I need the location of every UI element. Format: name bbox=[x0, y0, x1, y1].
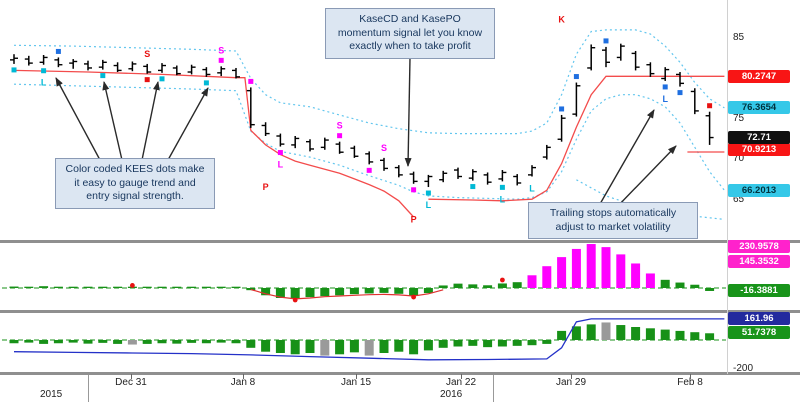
signal-letter: P bbox=[263, 182, 269, 192]
price-axis-label: 65 bbox=[733, 194, 745, 205]
x-axis-tick bbox=[571, 374, 572, 379]
kees-dot bbox=[218, 57, 224, 63]
signal-letter: P bbox=[411, 214, 417, 224]
annotation-kees: Color coded KEES dots make it easy to ga… bbox=[55, 158, 215, 209]
po-signal-dot bbox=[500, 277, 505, 283]
signal-letter: L bbox=[662, 94, 668, 104]
x-axis-date: Jan 15 bbox=[340, 377, 372, 388]
kees-dot bbox=[55, 48, 61, 54]
signal-letter: L bbox=[426, 200, 432, 210]
signal-letter: L bbox=[500, 194, 506, 204]
x-axis-tick bbox=[690, 374, 691, 379]
x-axis-date: Jan 22 bbox=[445, 377, 477, 388]
signal-letter: L bbox=[41, 78, 47, 88]
annotation-arrows bbox=[55, 57, 677, 211]
signal-letter: S bbox=[381, 143, 387, 153]
value-badge: 76.3654 bbox=[728, 101, 790, 114]
kees-dot bbox=[707, 103, 713, 109]
x-axis-tick bbox=[356, 374, 357, 379]
x-axis-year: 2015 bbox=[40, 389, 63, 400]
x-axis-date: Dec 31 bbox=[115, 377, 147, 388]
kees-dot bbox=[425, 190, 431, 196]
price-axis-label: 75 bbox=[733, 113, 745, 124]
kees-dot bbox=[677, 90, 683, 96]
year-separator bbox=[493, 375, 494, 402]
kees-dot bbox=[366, 167, 372, 173]
kees-dot bbox=[248, 78, 254, 84]
po-signal-dot bbox=[292, 297, 298, 303]
signal-letter: L bbox=[278, 160, 284, 170]
kees-dot bbox=[159, 76, 165, 82]
x-axis-date: Jan 29 bbox=[555, 377, 587, 388]
value-badge: 230.9578 bbox=[728, 240, 790, 253]
value-badge: 161.96 bbox=[728, 312, 790, 325]
x-axis-tick bbox=[243, 374, 244, 379]
signal-letter: S bbox=[218, 45, 224, 55]
x-axis-date: Jan 8 bbox=[230, 377, 256, 388]
kasepo-panel bbox=[2, 244, 726, 303]
value-badge: 66.2013 bbox=[728, 184, 790, 197]
signal-letter: L bbox=[529, 184, 535, 194]
signal-letter: K bbox=[558, 14, 565, 24]
value-badge: 72.71 bbox=[728, 131, 790, 144]
kees-dot bbox=[603, 38, 609, 44]
x-axis-tick bbox=[131, 374, 132, 379]
panel-divider bbox=[0, 310, 800, 313]
price-axis-separator bbox=[727, 0, 728, 374]
x-axis-date: Feb 8 bbox=[677, 377, 703, 388]
value-badge: 80.2747 bbox=[728, 70, 790, 83]
panel-divider bbox=[0, 240, 800, 243]
kees-dot bbox=[203, 80, 209, 86]
kees-dot bbox=[41, 68, 47, 74]
kees-dot bbox=[144, 77, 150, 83]
kees-dot bbox=[573, 74, 579, 80]
price-axis-label: 85 bbox=[733, 32, 745, 43]
year-separator bbox=[88, 375, 89, 402]
kees-dot bbox=[337, 133, 343, 139]
kees-dot bbox=[11, 67, 17, 73]
kees-dot bbox=[499, 184, 505, 190]
kees-dot bbox=[277, 150, 283, 156]
value-badge: 145.3532 bbox=[728, 255, 790, 268]
kees-dot bbox=[662, 84, 668, 90]
kees-dot bbox=[559, 106, 565, 112]
po-signal-dot bbox=[130, 283, 135, 288]
kees-dot bbox=[470, 184, 476, 190]
cd-axis-label: -200 bbox=[733, 363, 754, 374]
po-signal-dot bbox=[411, 294, 416, 300]
value-badge: 70.9213 bbox=[728, 143, 790, 156]
price-axis-label: 70 bbox=[733, 153, 745, 164]
value-badge: -16.3881 bbox=[728, 284, 790, 297]
kees-dot bbox=[100, 73, 106, 79]
kasecd-panel bbox=[2, 318, 726, 361]
x-axis-year: 2016 bbox=[440, 389, 463, 400]
x-axis-tick bbox=[461, 374, 462, 379]
signal-letter: S bbox=[144, 49, 150, 59]
annotation-stops: Trailing stops automatically adjust to m… bbox=[528, 202, 698, 240]
value-badge: 51.7378 bbox=[728, 326, 790, 339]
signal-letter: S bbox=[337, 121, 343, 131]
annotation-momentum: KaseCD and KasePO momentum signal let yo… bbox=[325, 8, 495, 59]
panel-divider bbox=[0, 372, 800, 375]
kees-dot bbox=[411, 187, 417, 193]
